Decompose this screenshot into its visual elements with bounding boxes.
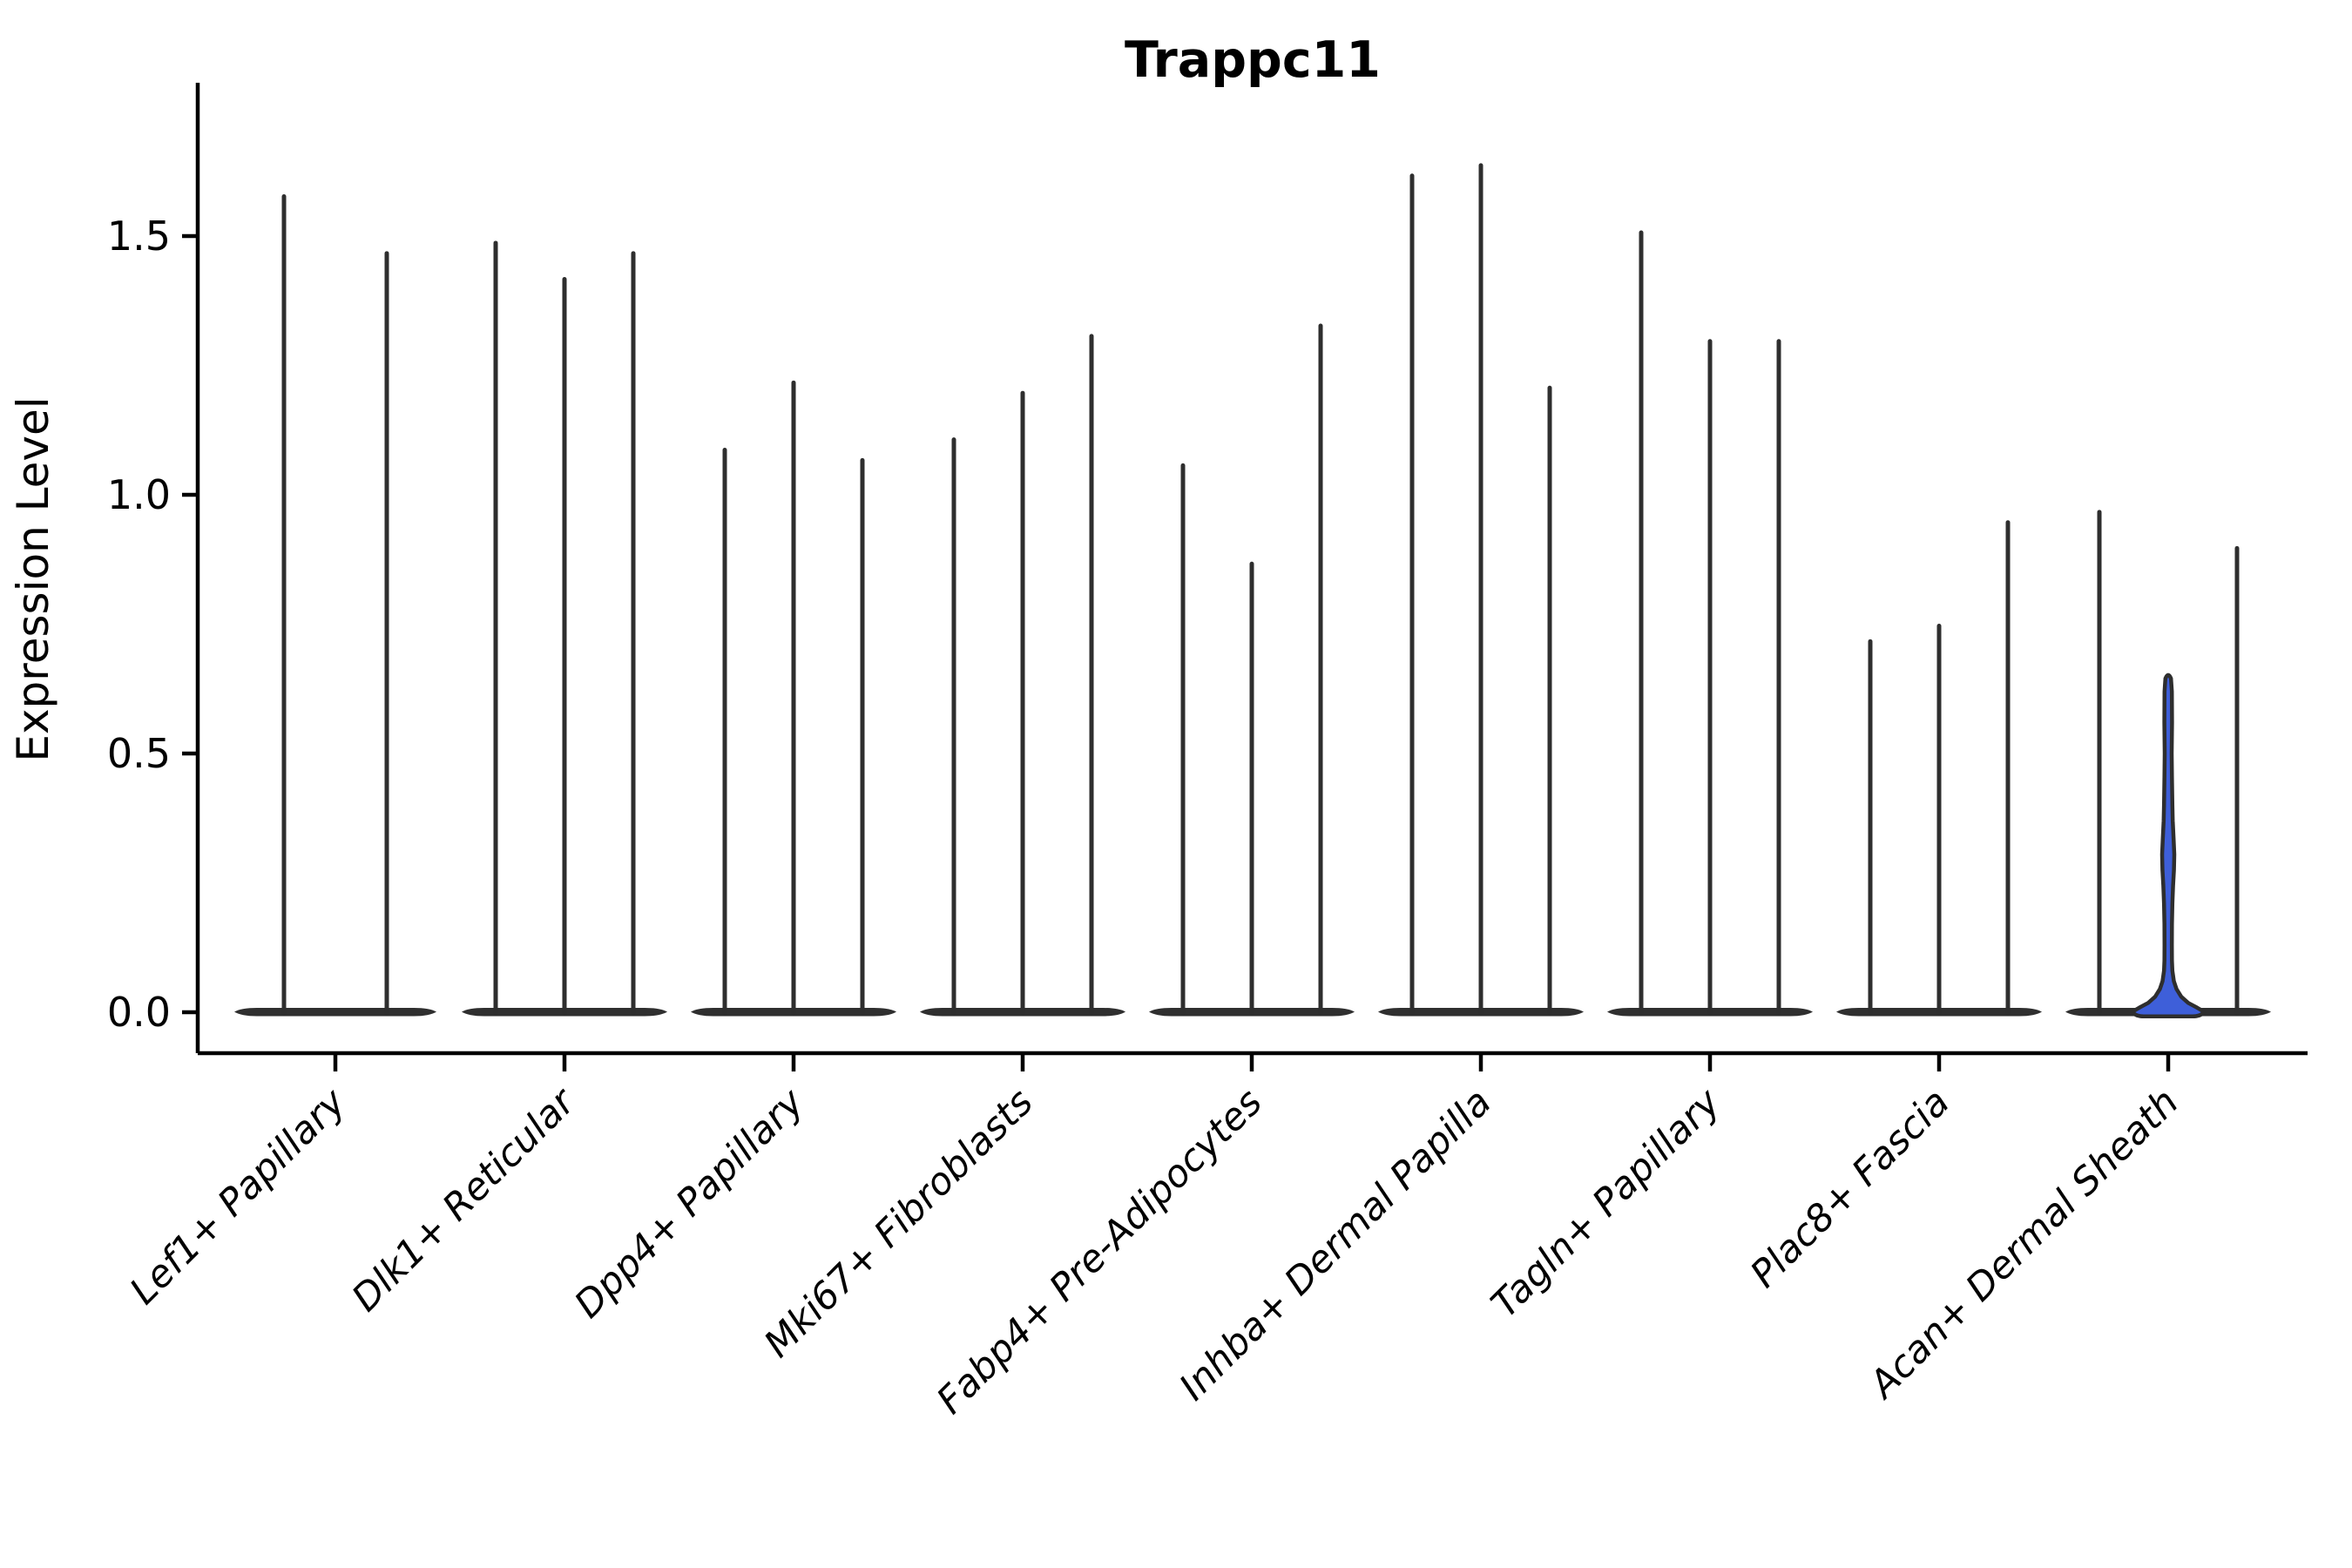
y-tick-label: 0.0 [107,989,171,1036]
y-tick-label: 0.5 [107,730,171,777]
x-tick-label: Tagln+ Papillary [1484,1080,1730,1327]
y-tick-label: 1.0 [107,471,171,518]
x-tick-label: Lef1+ Papillary [122,1080,355,1313]
x-tick-label: Plac8+ Fascia [1742,1080,1958,1296]
violin-base-band [234,1008,436,1017]
chart-title: Trappc11 [1125,31,1381,89]
highlight-violin [2130,672,2207,1019]
y-axis-label: Expression Level [8,396,58,761]
x-tick-label: Dpp4+ Papillary [566,1080,813,1327]
axes-layer [182,83,2308,1071]
y-tick-label: 1.5 [107,213,171,260]
x-tick-label: Dlk1+ Reticular [344,1079,585,1321]
violins-layer [234,163,2271,1019]
